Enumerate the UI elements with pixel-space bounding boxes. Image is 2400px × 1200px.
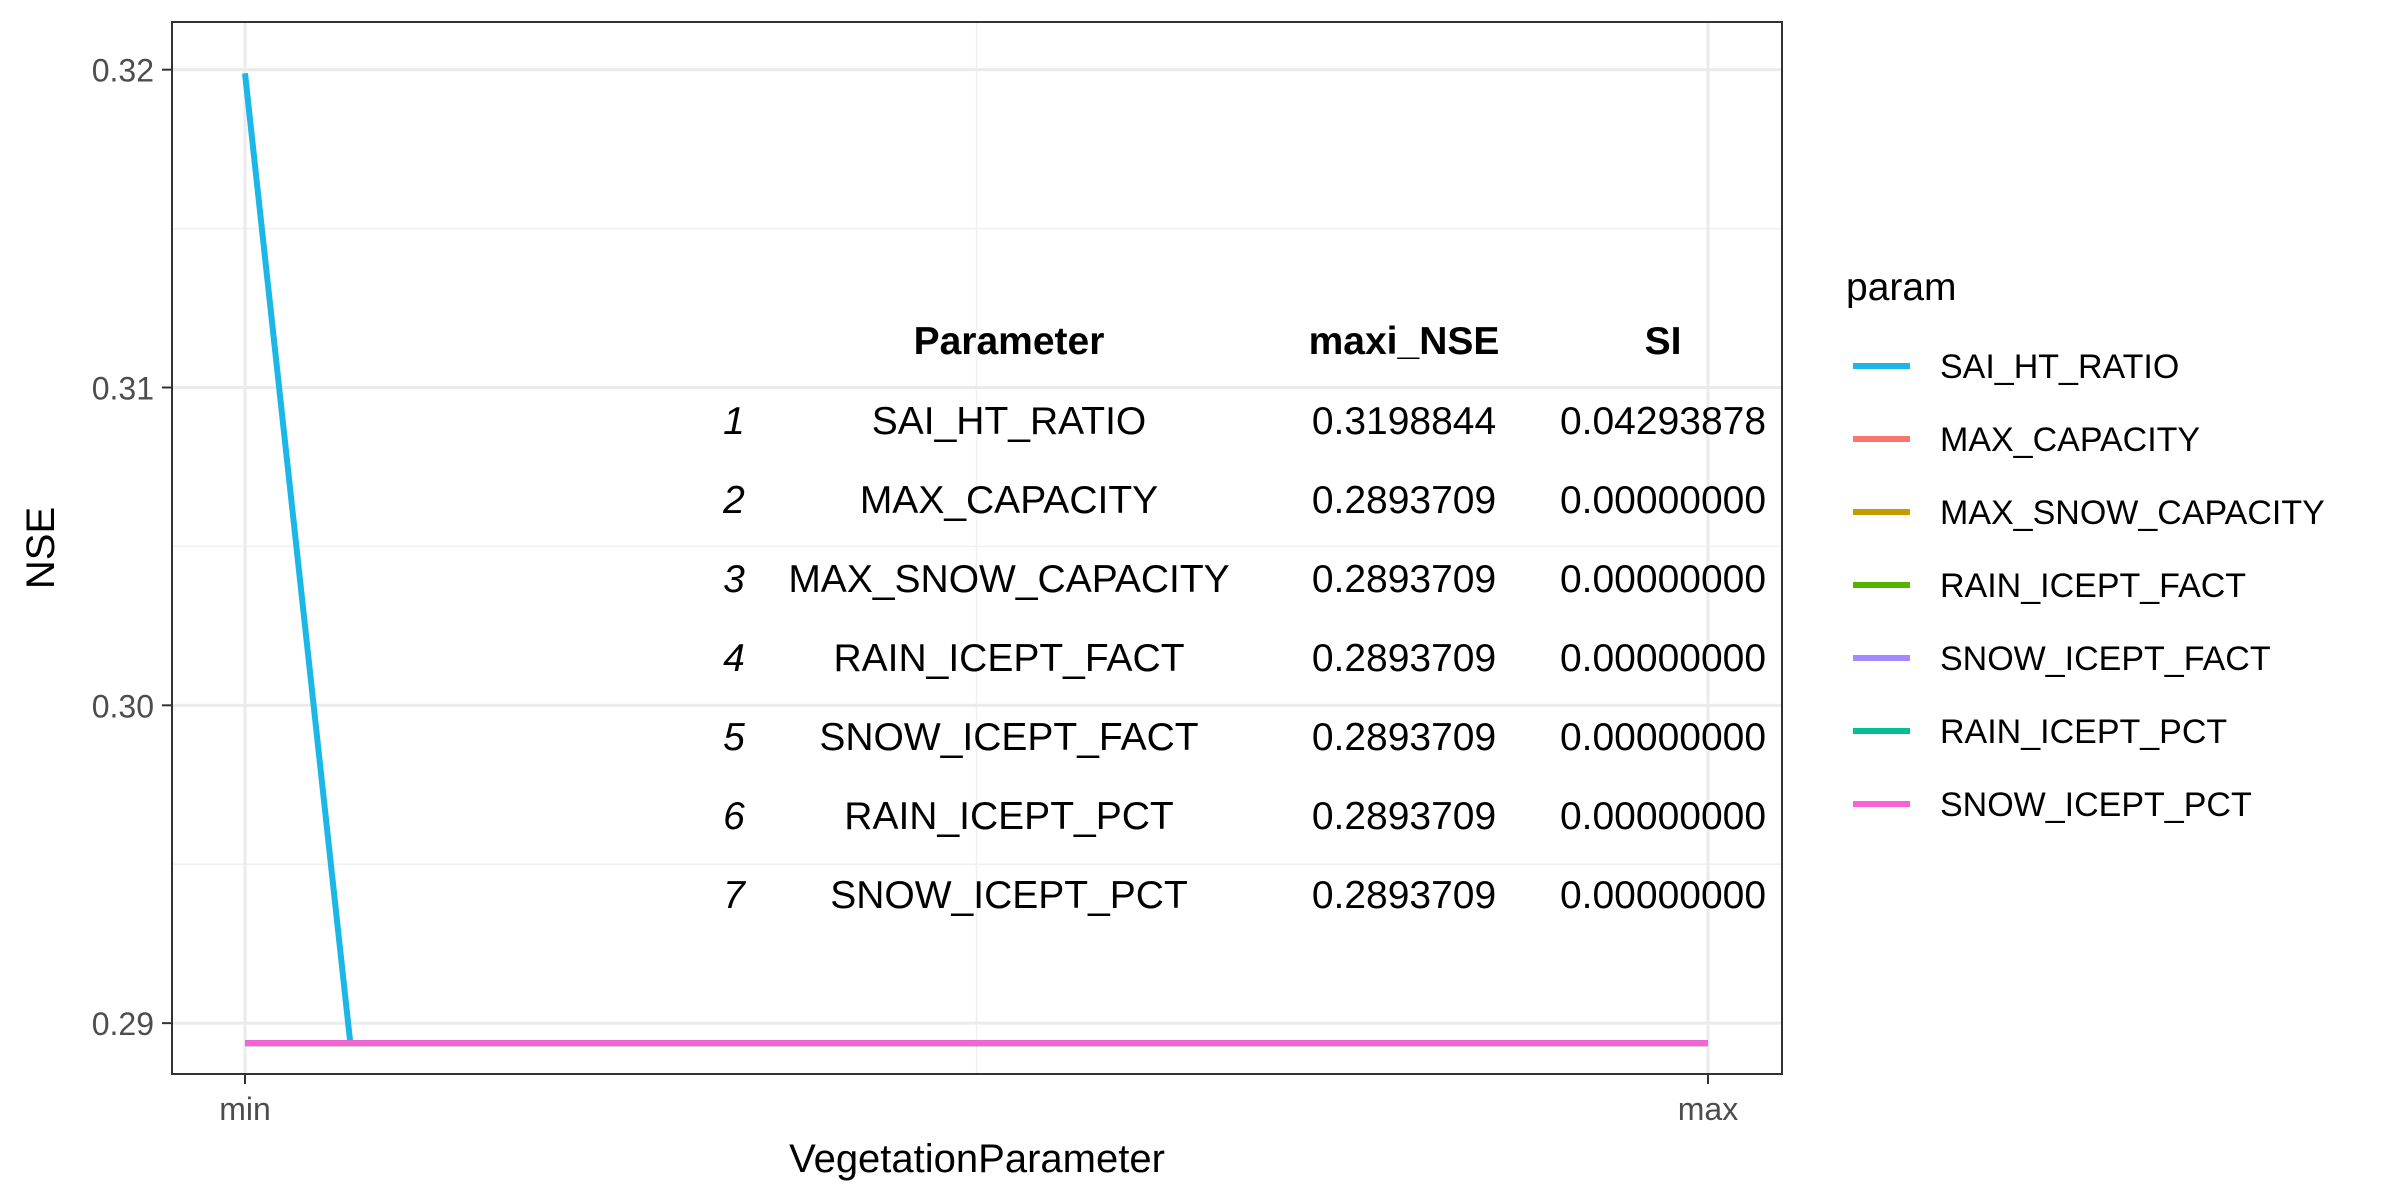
legend-title: param <box>1846 266 1957 309</box>
legend-label: RAIN_ICEPT_PCT <box>1940 713 2227 751</box>
table-header: SI <box>1645 320 1682 363</box>
table-cell-si: 0.00000000 <box>1560 874 1766 917</box>
legend-label: SNOW_ICEPT_FACT <box>1940 640 2271 678</box>
table-cell-maxi-nse: 0.2893709 <box>1312 795 1496 838</box>
table-row-index: 5 <box>723 716 745 759</box>
table-cell-parameter: MAX_CAPACITY <box>860 479 1158 522</box>
table-cell-maxi-nse: 0.3198844 <box>1312 400 1496 443</box>
table-cell-parameter: SAI_HT_RATIO <box>872 400 1147 443</box>
table-cell-parameter: MAX_SNOW_CAPACITY <box>788 558 1229 601</box>
table-cell-si: 0.00000000 <box>1560 795 1766 838</box>
plot-panel: Parameter maxi_NSE SI 1 SAI_HT_RATIO 0.319884… <box>171 21 1783 1075</box>
table-cell-parameter: RAIN_ICEPT_FACT <box>833 637 1184 680</box>
legend: param SAI_HT_RATIO MAX_CAPACITY MAX_SNOW_C… <box>1846 266 2325 824</box>
table-cell-si: 0.00000000 <box>1560 558 1766 601</box>
table-row-index: 7 <box>723 874 746 917</box>
table-cell-parameter: RAIN_ICEPT_PCT <box>844 795 1173 838</box>
table-row-index: 1 <box>723 400 745 443</box>
x-tick-label: min <box>219 1091 271 1127</box>
table-cell-si: 0.00000000 <box>1560 479 1766 522</box>
table-cell-maxi-nse: 0.2893709 <box>1312 479 1496 522</box>
x-axis-title: VegetationParameter <box>789 1137 1165 1181</box>
legend-label: MAX_CAPACITY <box>1940 421 2200 459</box>
table-cell-parameter: SNOW_ICEPT_FACT <box>819 716 1198 759</box>
table-row-index: 3 <box>723 558 745 601</box>
y-axis: 0.29 0.30 0.31 0.32 <box>92 53 172 1042</box>
legend-label: MAX_SNOW_CAPACITY <box>1940 494 2325 532</box>
panel-border <box>171 21 1783 1075</box>
table-row-index: 2 <box>722 479 745 522</box>
legend-label: SAI_HT_RATIO <box>1940 348 2179 386</box>
grid-major <box>172 22 1782 1074</box>
table-cell-si: 0.04293878 <box>1560 400 1766 443</box>
table-row-index: 6 <box>723 795 745 838</box>
table-cell-si: 0.00000000 <box>1560 637 1766 680</box>
grid-minor <box>172 22 1782 1074</box>
y-tick-label: 0.29 <box>92 1006 154 1042</box>
table-row-index: 4 <box>723 637 745 680</box>
table-cell-maxi-nse: 0.2893709 <box>1312 637 1496 680</box>
table-cell-si: 0.00000000 <box>1560 716 1766 759</box>
legend-label: SNOW_ICEPT_PCT <box>1940 786 2252 824</box>
y-tick-label: 0.31 <box>92 370 154 406</box>
table-cell-maxi-nse: 0.2893709 <box>1312 558 1496 601</box>
y-axis-title: NSE <box>19 507 63 589</box>
y-tick-label: 0.30 <box>92 688 154 724</box>
x-tick-label: max <box>1678 1091 1738 1127</box>
series-lines <box>242 72 1708 1047</box>
table-cell-parameter: SNOW_ICEPT_PCT <box>830 874 1188 917</box>
table-header: maxi_NSE <box>1309 320 1500 363</box>
table-cell-maxi-nse: 0.2893709 <box>1312 874 1496 917</box>
table-cell-maxi-nse: 0.2893709 <box>1312 716 1496 759</box>
legend-label: RAIN_ICEPT_FACT <box>1940 567 2246 605</box>
y-tick-label: 0.32 <box>92 53 154 89</box>
stats-table: Parameter maxi_NSE SI 1 SAI_HT_RATIO 0.319884… <box>722 320 1766 917</box>
table-header: Parameter <box>914 320 1105 363</box>
x-axis: min max <box>219 1074 1738 1127</box>
